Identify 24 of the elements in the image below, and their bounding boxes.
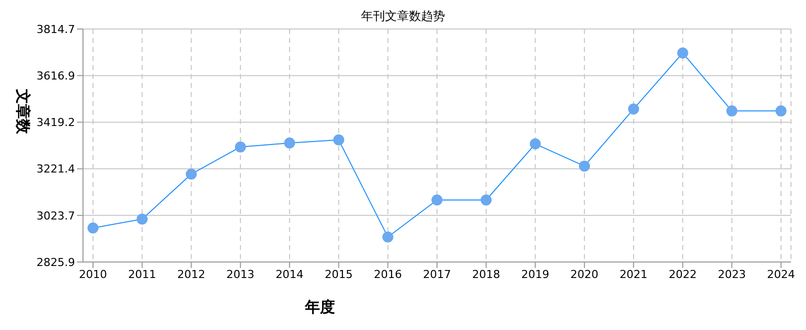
- y-tick-label: 3814.7: [36, 22, 75, 36]
- y-tick-label: 3023.7: [36, 209, 75, 222]
- x-tick-label: 2013: [226, 268, 254, 281]
- x-tick-label: 2017: [423, 268, 451, 281]
- y-tick-label: 3419.2: [36, 116, 75, 130]
- x-tick-label: 2014: [276, 268, 304, 281]
- x-tick-label: 2023: [718, 268, 746, 281]
- x-tick-label: 2018: [472, 268, 500, 281]
- x-axis-title: 年度: [304, 298, 335, 316]
- y-tick-label: 3616.9: [36, 70, 75, 83]
- x-tick-label: 2011: [128, 268, 156, 281]
- x-tick-label: 2010: [79, 268, 107, 281]
- x-tick-label: 2019: [521, 268, 550, 281]
- y-tick-label: 2825.9: [36, 256, 75, 269]
- x-tick-label: 2021: [620, 268, 648, 281]
- y-axis-title: 文章数: [14, 88, 32, 135]
- x-tick-label: 2022: [668, 268, 697, 281]
- x-tick-label: 2012: [177, 268, 206, 281]
- x-tick-label: 2016: [374, 268, 402, 281]
- y-tick-label: 3221.4: [36, 162, 75, 176]
- x-tick-label: 2020: [570, 268, 598, 281]
- chart-title: 年刊文章数趋势: [361, 9, 445, 23]
- x-tick-label: 2024: [767, 268, 795, 281]
- x-tick-label: 2015: [324, 268, 353, 281]
